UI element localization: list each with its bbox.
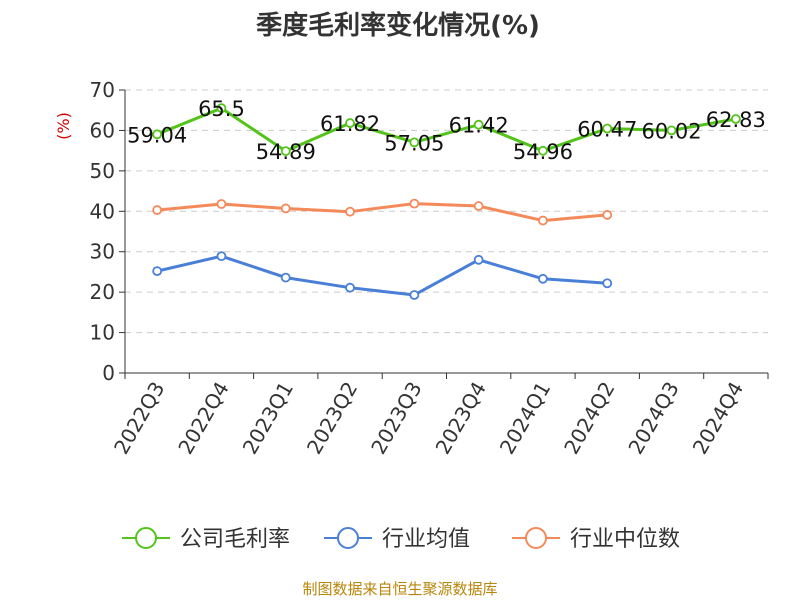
data-label: 61.82 xyxy=(320,112,380,136)
y-tick-label: 60 xyxy=(90,118,115,142)
y-tick-labels: 0 10 20 30 40 50 60 70 xyxy=(90,78,115,385)
data-point xyxy=(152,266,163,277)
x-tick-label: 2022Q4 xyxy=(173,378,233,459)
data-point xyxy=(216,251,227,262)
data-point xyxy=(473,201,484,211)
x-tick-label: 2024Q4 xyxy=(688,378,748,459)
data-point xyxy=(280,272,291,283)
data-point xyxy=(409,290,420,300)
series-1 xyxy=(152,251,613,300)
data-point xyxy=(602,123,613,134)
data-point xyxy=(538,145,548,156)
x-tick-label: 2023Q1 xyxy=(238,378,298,459)
data-point xyxy=(345,282,355,293)
data-label: 54.89 xyxy=(256,140,316,164)
y-tick-label: 0 xyxy=(102,361,115,385)
data-point xyxy=(409,198,420,209)
grid-lines xyxy=(125,89,768,334)
y-tick-label: 50 xyxy=(90,159,115,183)
x-tick-label: 2023Q4 xyxy=(431,378,491,459)
y-axis-label: (%) xyxy=(54,112,73,140)
x-tick-labels: 2022Q3 2022Q4 2023Q1 2023Q2 2023Q3 2023Q4 2024… xyxy=(109,378,748,459)
data-label: 65.5 xyxy=(198,97,245,121)
x-tick-label: 2024Q3 xyxy=(623,378,683,459)
data-point xyxy=(602,278,613,289)
y-tick-label: 30 xyxy=(90,240,115,264)
legend-label: 行业中位数 xyxy=(570,527,680,552)
data-point xyxy=(666,125,677,136)
y-tick-label: 20 xyxy=(90,280,115,304)
data-point xyxy=(538,215,548,226)
y-tick-label: 70 xyxy=(90,78,115,102)
data-point xyxy=(538,273,548,284)
data-point xyxy=(730,114,741,124)
data-label: 60.47 xyxy=(577,118,637,142)
series-0 xyxy=(152,103,741,156)
legend-item[interactable]: 行业中位数 xyxy=(512,527,680,552)
x-tick-label: 2023Q2 xyxy=(302,378,362,459)
data-point xyxy=(152,205,163,215)
data-label: 60.02 xyxy=(641,119,701,143)
x-tick-label: 2024Q2 xyxy=(559,378,619,459)
series-line xyxy=(156,106,737,153)
y-tick-label: 10 xyxy=(90,321,115,345)
series-group xyxy=(152,103,741,300)
data-point xyxy=(409,137,420,148)
x-tick-label: 2024Q1 xyxy=(495,378,555,459)
data-label: 59.04 xyxy=(127,123,187,147)
axes xyxy=(119,89,769,379)
legend-item[interactable]: 行业均值 xyxy=(324,527,470,552)
legend-marker xyxy=(525,527,547,549)
legend-item[interactable]: 公司毛利率 xyxy=(122,527,290,552)
series-line xyxy=(156,254,608,297)
data-point xyxy=(602,210,613,220)
data-point xyxy=(473,119,484,130)
data-label: 57.05 xyxy=(384,131,444,155)
legend-label: 行业均值 xyxy=(382,527,470,552)
legend: 公司毛利率 行业均值 行业中位数 xyxy=(122,527,680,552)
series-2 xyxy=(152,198,613,226)
data-label: 54.96 xyxy=(513,140,573,164)
data-point xyxy=(280,203,291,214)
legend-marker xyxy=(337,527,359,549)
source-note: 制图数据来自恒生聚源数据库 xyxy=(302,580,497,598)
data-point xyxy=(345,206,355,217)
legend-marker xyxy=(135,527,157,549)
data-point xyxy=(345,118,355,128)
data-point xyxy=(216,199,227,209)
x-tick-label: 2022Q3 xyxy=(109,378,169,459)
data-label: 62.83 xyxy=(706,108,766,132)
data-point xyxy=(473,254,484,265)
series-line xyxy=(157,202,608,223)
legend-label: 公司毛利率 xyxy=(180,527,290,552)
data-label: 61.42 xyxy=(449,114,509,138)
data-point xyxy=(216,103,227,114)
x-tick-label: 2023Q3 xyxy=(366,378,426,459)
data-point xyxy=(280,146,291,156)
data-point xyxy=(152,129,163,140)
chart-title: 季度毛利率变化情况(%) xyxy=(256,10,540,41)
y-tick-label: 40 xyxy=(90,199,115,223)
